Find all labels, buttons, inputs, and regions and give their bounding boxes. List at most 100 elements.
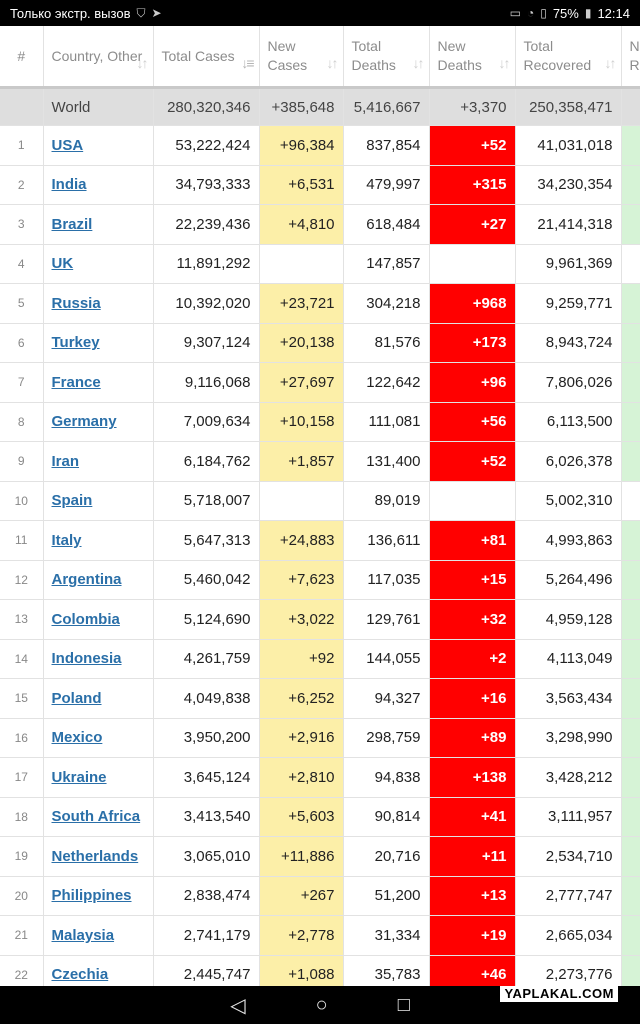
table-row: 7 France 9,116,068 +27,697 122,642 +96 7,806,0… — [0, 362, 640, 403]
rank-cell: 20 — [0, 876, 44, 916]
table-row: 21 Malaysia 2,741,179 +2,778 31,334 +19 2,665,… — [0, 915, 640, 956]
new-deaths-cell: +32 — [429, 599, 516, 640]
table-row: 16 Mexico 3,950,200 +2,916 298,759 +89 3,298,9… — [0, 718, 640, 758]
country-cell: Russia — [43, 283, 154, 324]
header-total-recovered[interactable]: Total Recovered ↓↑ — [515, 26, 622, 89]
table-row: 13 Colombia 5,124,690 +3,022 129,761 +32 4,959… — [0, 599, 640, 640]
total-recovered-cell: 6,026,378 — [515, 441, 622, 482]
country-cell: Italy — [43, 520, 154, 561]
new-deaths-cell: +52 — [429, 441, 516, 482]
new-recovered-cell — [621, 955, 640, 986]
carrier-text: Только экстр. вызов — [10, 5, 131, 21]
country-link[interactable]: Brazil — [51, 215, 93, 233]
country-link[interactable]: Germany — [51, 413, 117, 431]
table-row: 4 UK 11,891,292 147,857 9,961,369 — [0, 244, 640, 284]
new-recovered-cell — [621, 125, 640, 166]
covid-table-container[interactable]: # Country, Other ↓↑ Total Cases ↓≡ New Cas… — [0, 26, 640, 986]
new-deaths-cell: +56 — [429, 402, 516, 442]
header-new-cases[interactable]: New Cases ↓↑ — [259, 26, 344, 89]
country-link[interactable]: Netherlands — [51, 847, 139, 865]
total-deaths-cell: 147,857 — [343, 244, 430, 284]
country-link[interactable]: Colombia — [51, 610, 120, 628]
total-recovered-cell: 5,002,310 — [515, 481, 622, 521]
status-bar: Только экстр. вызов ⛉ ➤ ▭ ◔ ▯ 75% ▮ 12:1… — [0, 0, 640, 26]
header-rank[interactable]: # — [0, 26, 44, 89]
rank-cell — [0, 87, 44, 126]
rank-cell: 15 — [0, 678, 44, 719]
total-deaths-cell: 304,218 — [343, 283, 430, 324]
header-country[interactable]: Country, Other ↓↑ — [43, 26, 154, 89]
new-deaths-cell: +11 — [429, 836, 516, 877]
new-deaths-cell: +96 — [429, 362, 516, 403]
country-link[interactable]: Russia — [51, 294, 101, 312]
back-icon[interactable]: ◁ — [230, 994, 246, 1017]
rank-cell: 10 — [0, 481, 44, 521]
country-link[interactable]: Malaysia — [51, 926, 115, 944]
header-row: # Country, Other ↓↑ Total Cases ↓≡ New Cas… — [0, 26, 640, 89]
total-recovered-cell: 3,428,212 — [515, 757, 622, 798]
total-cases-cell: 5,124,690 — [153, 599, 260, 640]
country-link[interactable]: Spain — [51, 492, 93, 510]
new-cases-cell: +6,531 — [259, 165, 344, 205]
country-link[interactable]: Czechia — [51, 966, 109, 984]
total-recovered-cell: 2,665,034 — [515, 915, 622, 956]
wifi-icon: ◔ — [526, 6, 535, 20]
total-recovered-cell: 5,264,496 — [515, 560, 622, 600]
table-row: 11 Italy 5,647,313 +24,883 136,611 +81 4,993,8… — [0, 520, 640, 561]
new-cases-cell — [259, 481, 344, 521]
telegram-icon: ➤ — [151, 6, 162, 20]
home-icon[interactable]: ○ — [315, 993, 328, 1016]
header-total-deaths[interactable]: Total Deaths ↓↑ — [343, 26, 430, 89]
header-total-cases[interactable]: Total Cases ↓≡ — [153, 26, 260, 89]
country-cell: Philippines — [43, 876, 154, 916]
total-recovered-cell: 9,259,771 — [515, 283, 622, 324]
world-new-cases: +385,648 — [259, 87, 344, 126]
country-link[interactable]: Argentina — [51, 571, 122, 589]
new-deaths-cell: +13 — [429, 876, 516, 916]
country-link[interactable]: USA — [51, 136, 84, 154]
country-link[interactable]: Iran — [51, 452, 80, 470]
country-link[interactable]: Ukraine — [51, 768, 107, 786]
country-link[interactable]: UK — [51, 255, 74, 273]
total-cases-cell: 7,009,634 — [153, 402, 260, 442]
country-link[interactable]: South Africa — [51, 808, 141, 826]
recents-icon[interactable]: □ — [397, 993, 410, 1016]
country-link[interactable]: Mexico — [51, 729, 103, 747]
new-recovered-cell — [621, 757, 640, 798]
new-recovered-cell — [621, 876, 640, 916]
country-link[interactable]: Turkey — [51, 334, 100, 352]
rank-cell: 2 — [0, 165, 44, 205]
country-link[interactable]: Italy — [51, 531, 82, 549]
total-recovered-cell: 7,806,026 — [515, 362, 622, 403]
country-cell: Malaysia — [43, 915, 154, 956]
country-cell: South Africa — [43, 797, 154, 837]
country-link[interactable]: Poland — [51, 689, 102, 707]
header-new-deaths[interactable]: New Deaths ↓↑ — [429, 26, 516, 89]
country-link[interactable]: France — [51, 373, 101, 391]
country-cell: Iran — [43, 441, 154, 482]
country-link[interactable]: Philippines — [51, 887, 132, 905]
total-recovered-cell: 2,777,747 — [515, 876, 622, 916]
header-new-recovered[interactable]: New Re — [621, 26, 640, 89]
new-cases-cell: +2,916 — [259, 718, 344, 758]
total-cases-cell: 4,049,838 — [153, 678, 260, 719]
total-recovered-cell: 9,961,369 — [515, 244, 622, 284]
total-recovered-cell: 3,111,957 — [515, 797, 622, 837]
new-deaths-cell: +16 — [429, 678, 516, 719]
country-link[interactable]: Indonesia — [51, 650, 122, 668]
world-total-cases: 280,320,346 — [153, 87, 260, 126]
total-cases-cell: 5,460,042 — [153, 560, 260, 600]
rank-cell: 13 — [0, 599, 44, 640]
new-deaths-cell: +81 — [429, 520, 516, 561]
new-recovered-cell — [621, 836, 640, 877]
new-cases-cell: +11,886 — [259, 836, 344, 877]
new-deaths-cell: +89 — [429, 718, 516, 758]
country-link[interactable]: India — [51, 176, 87, 194]
rank-cell: 14 — [0, 639, 44, 679]
new-cases-cell: +96,384 — [259, 125, 344, 166]
country-cell: Turkey — [43, 323, 154, 363]
table-row: 12 Argentina 5,460,042 +7,623 117,035 +15 5,26… — [0, 560, 640, 600]
world-label: World — [43, 87, 154, 126]
new-cases-cell: +1,857 — [259, 441, 344, 482]
table-row: 3 Brazil 22,239,436 +4,810 618,484 +27 21,414,… — [0, 204, 640, 245]
